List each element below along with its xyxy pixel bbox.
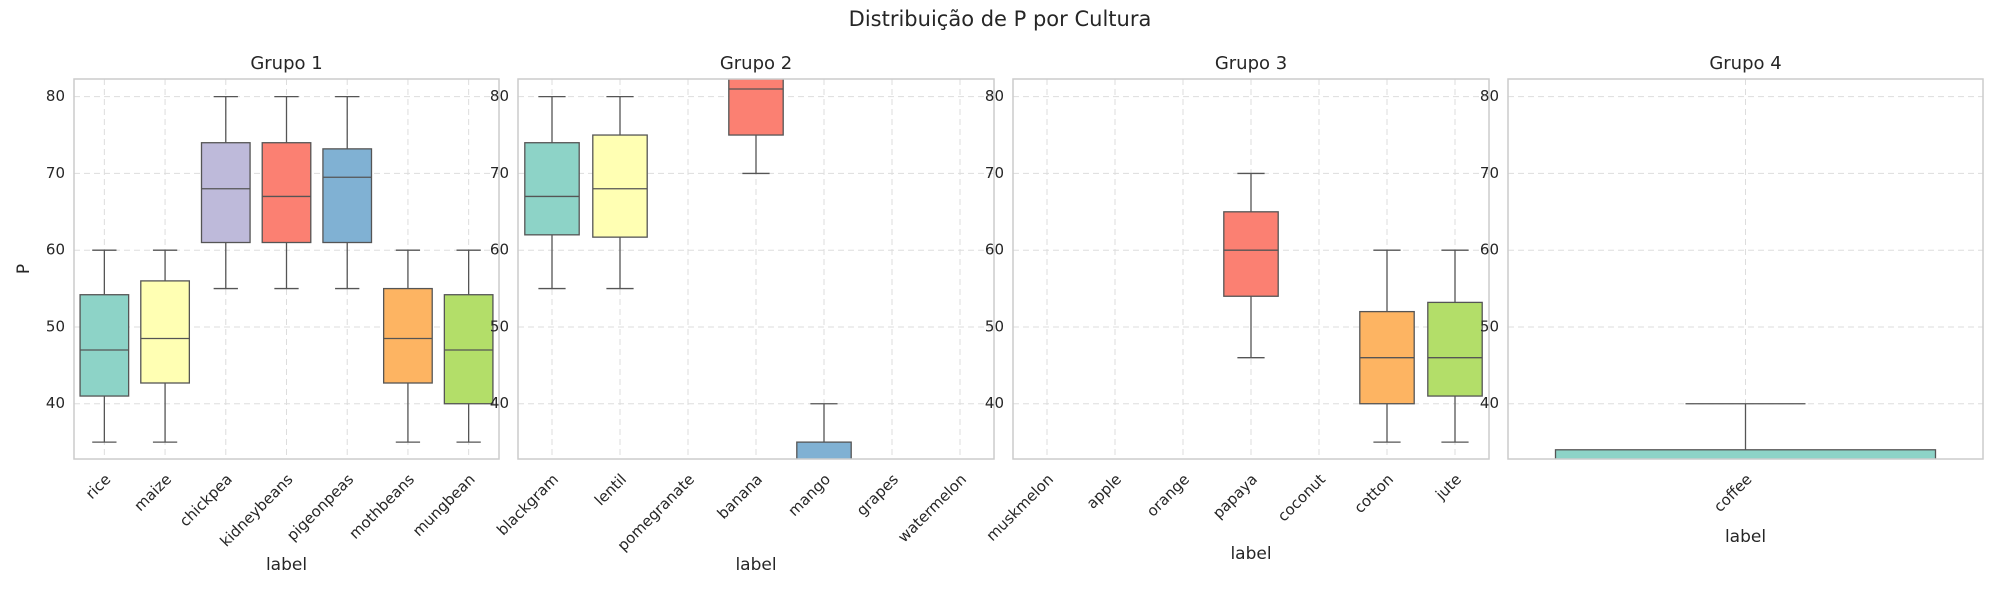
y-tick-label: 70 bbox=[46, 164, 65, 182]
x-axis-label: label bbox=[735, 555, 776, 575]
box bbox=[1427, 301, 1483, 397]
y-tick-label: 60 bbox=[1480, 241, 1499, 259]
y-tick-label: 50 bbox=[490, 317, 509, 335]
y-axis-label: P bbox=[14, 264, 34, 274]
x-tick-label: apple bbox=[1083, 470, 1125, 512]
y-tick-label: 40 bbox=[490, 394, 509, 412]
axes: Grupo 3 40 50 60 70 80 muskmelon apple orange pap… bbox=[983, 53, 1490, 564]
box bbox=[443, 294, 494, 405]
x-tick-label: papaya bbox=[1209, 470, 1261, 522]
box bbox=[200, 142, 251, 244]
x-tick-label: coconut bbox=[1274, 470, 1329, 525]
x-tick-label: watermelon bbox=[894, 470, 970, 546]
x-tick-label: rice bbox=[82, 470, 114, 502]
box bbox=[592, 134, 648, 238]
y-tick-label: 70 bbox=[985, 164, 1004, 182]
y-tick-label: 40 bbox=[1480, 394, 1499, 412]
x-tick-label: mango bbox=[785, 470, 835, 520]
y-tick-label: 50 bbox=[1480, 317, 1499, 335]
box bbox=[796, 441, 852, 459]
box bbox=[140, 280, 191, 384]
axes-frame bbox=[1012, 78, 1490, 460]
x-tick-label: banana bbox=[714, 470, 766, 522]
x-tick-label: muskmelon bbox=[983, 470, 1057, 544]
axes-title: Grupo 4 bbox=[1709, 53, 1781, 74]
x-tick-label: grapes bbox=[853, 470, 902, 519]
axes-title: Grupo 3 bbox=[1215, 53, 1287, 74]
y-tick-label: 80 bbox=[46, 87, 65, 105]
axes-frame bbox=[73, 78, 500, 460]
box bbox=[322, 148, 373, 244]
axes-title: Grupo 1 bbox=[250, 53, 322, 74]
y-tick-label: 50 bbox=[985, 317, 1004, 335]
x-tick-label: jute bbox=[1431, 470, 1465, 504]
y-tick-label: 80 bbox=[985, 87, 1004, 105]
y-tick-label: 80 bbox=[1480, 87, 1499, 105]
x-tick-label: blackgram bbox=[493, 470, 562, 539]
x-tick-label: mungbean bbox=[409, 470, 479, 540]
y-tick-label: 60 bbox=[490, 241, 509, 259]
x-tick-label: lentil bbox=[591, 470, 630, 509]
box bbox=[1223, 211, 1279, 297]
y-tick-label: 70 bbox=[1480, 164, 1499, 182]
y-tick-label: 40 bbox=[46, 394, 65, 412]
plot-area bbox=[79, 96, 494, 443]
y-tick-label: 60 bbox=[985, 241, 1004, 259]
x-tick-label: chickpea bbox=[176, 470, 236, 530]
box bbox=[79, 294, 130, 397]
y-tick-label: 50 bbox=[46, 317, 65, 335]
figure-title: Distribuição de P por Cultura bbox=[849, 7, 1152, 31]
x-tick-label: coffee bbox=[1710, 470, 1755, 515]
y-tick-label: 80 bbox=[490, 87, 509, 105]
plot-area bbox=[524, 79, 852, 459]
plot-area bbox=[1223, 172, 1483, 443]
box bbox=[524, 142, 580, 236]
box bbox=[261, 142, 312, 244]
axes-frame bbox=[1507, 78, 1984, 460]
plot-area bbox=[1554, 403, 1937, 459]
x-tick-label: mothbeans bbox=[345, 470, 418, 543]
x-axis-label: label bbox=[266, 555, 307, 575]
x-axis-label: label bbox=[1230, 544, 1271, 564]
x-tick-label: cotton bbox=[1350, 470, 1397, 517]
axes: Grupo 4 40 50 60 70 80 coffee label bbox=[1480, 53, 1984, 547]
y-tick-label: 60 bbox=[46, 241, 65, 259]
y-tick-label: 70 bbox=[490, 164, 509, 182]
y-tick-label: 40 bbox=[985, 394, 1004, 412]
axes-frame bbox=[517, 78, 995, 460]
x-tick-label: maize bbox=[130, 470, 175, 515]
axes-title: Grupo 2 bbox=[720, 53, 792, 74]
box bbox=[1554, 449, 1937, 459]
x-tick-label: orange bbox=[1143, 470, 1193, 520]
x-axis-label: label bbox=[1725, 527, 1766, 547]
box bbox=[382, 287, 433, 384]
